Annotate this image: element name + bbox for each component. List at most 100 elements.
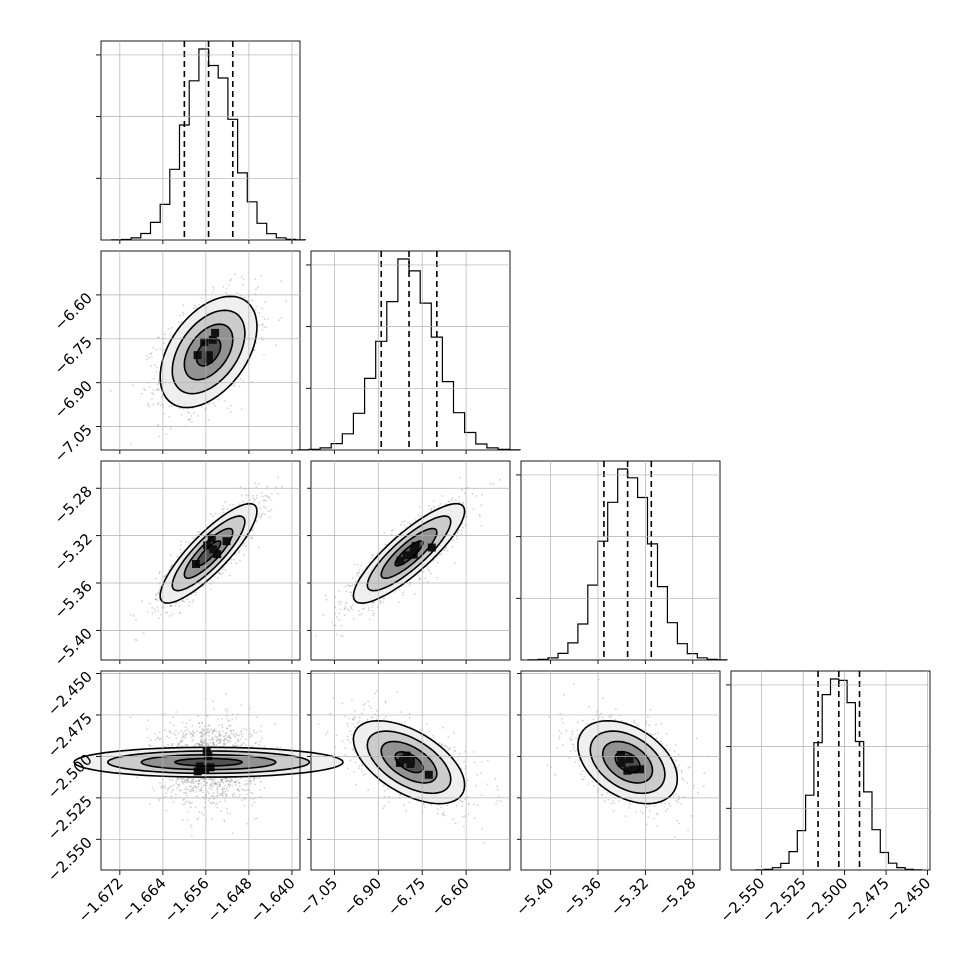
sample-point [260,737,263,740]
sample-point [418,577,421,580]
sample-point [277,492,279,495]
sample-point [269,498,272,501]
sample-point [129,716,132,719]
sample-point [165,809,168,812]
sample-point [168,405,171,407]
sample-point [263,354,265,356]
sample-point [269,516,271,518]
panel-frame [730,670,931,871]
sample-point [264,301,267,303]
sample-point [456,531,459,534]
sample-point [251,745,254,747]
sample-point [239,785,241,788]
sample-point [223,400,226,402]
sample-point [338,612,340,615]
sample-point [212,707,215,710]
sample-point [353,584,356,586]
sample-point [184,734,187,737]
sample-point [182,314,185,316]
sample-point [178,783,181,786]
sample-point [479,516,481,518]
sample-point [257,286,259,289]
sample-point [154,598,157,601]
sample-point [171,779,174,781]
sample-point [179,611,181,614]
sample-point [230,558,233,561]
sample-point [187,810,190,813]
sample-point [492,483,495,486]
sample-point [152,403,155,406]
sample-point [258,513,261,516]
sample-point [224,501,227,504]
sample-point [234,784,237,786]
sample-point [260,492,263,494]
sample-point [253,349,256,352]
sample-point [379,602,382,605]
sample-point [263,318,266,321]
sample-point [451,499,454,502]
sample-point [413,593,416,595]
sample-point [147,719,150,722]
sample-point [157,403,160,406]
sample-point [211,817,213,820]
sample-point [181,599,184,602]
sample-point [251,537,254,540]
sample-point [194,594,197,596]
density-cell [402,551,411,560]
sample-point [140,600,143,603]
sample-point [406,521,409,524]
sample-point [165,611,168,614]
sample-point [361,608,364,610]
sample-point [169,615,171,617]
sample-point [256,716,259,718]
sample-point [428,505,430,507]
sample-point [136,776,139,779]
sample-point [258,324,261,326]
sample-point [260,515,263,518]
sample-point [188,412,190,415]
sample-point [192,307,195,309]
sample-point [344,585,347,588]
sample-point [170,605,173,607]
sample-point [368,618,371,621]
sample-point [275,344,278,347]
sample-point [346,608,349,611]
sample-point [451,545,454,548]
sample-point [191,740,194,742]
sample-point [187,604,190,607]
sample-point [151,398,153,400]
sample-point [197,414,200,417]
sample-point [478,513,481,516]
sample-point [254,783,256,786]
sample-point [368,609,371,612]
sample-point [372,554,375,556]
sample-point [178,605,181,608]
sample-point [222,285,225,288]
histogram-step-line [755,678,923,871]
sample-point [243,553,245,556]
sample-point [463,492,466,495]
sample-point [160,404,162,407]
sample-point [217,572,220,574]
sample-point [181,782,184,785]
sample-point [208,402,211,405]
sample-point [221,568,224,571]
sample-point [340,600,343,603]
sample-point [253,801,256,804]
sample-point [227,720,229,723]
sample-point [189,790,191,793]
sample-point [252,501,255,503]
sample-point [452,539,454,542]
sample-point [130,614,132,616]
sample-point [157,798,160,800]
sample-point [182,734,184,736]
sample-point [249,499,251,501]
sample-point [240,295,243,297]
panel-frame [520,460,721,661]
sample-point [226,787,228,789]
sample-point [180,413,183,416]
sample-point [360,613,363,616]
density-cell [211,328,220,337]
sample-point [217,398,220,401]
sample-point [229,504,231,506]
